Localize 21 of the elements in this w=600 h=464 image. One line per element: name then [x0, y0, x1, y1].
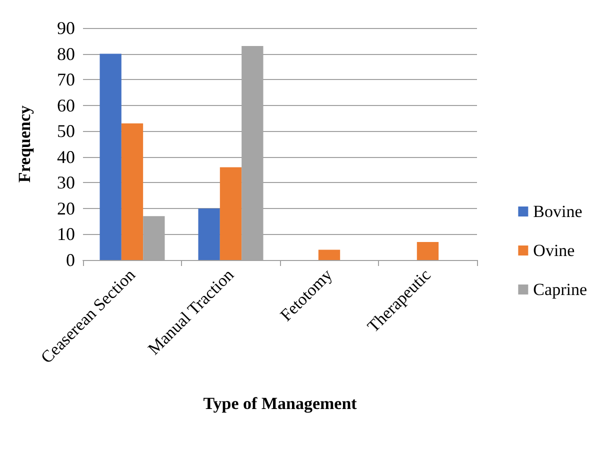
y-tick-label: 30 [57, 172, 75, 193]
y-tick-label: 60 [57, 95, 75, 116]
y-tick-label: 90 [57, 18, 75, 38]
bar [318, 250, 340, 260]
bar [416, 242, 439, 260]
x-axis-title: Type of Management [203, 394, 358, 413]
y-tick-label: 10 [57, 224, 75, 244]
bar [100, 54, 122, 260]
bar [220, 167, 242, 260]
legend-label: Caprine [533, 280, 588, 299]
y-tick-label: 50 [57, 121, 75, 142]
y-tick-label: 20 [57, 198, 75, 218]
y-tick-label: 80 [57, 44, 75, 64]
legend-label: Bovine [533, 202, 582, 221]
y-axis-title: Frequency [15, 104, 34, 183]
y-tick-label: 40 [57, 146, 75, 167]
bar [121, 123, 144, 260]
y-tick-label: 0 [66, 250, 75, 270]
legend-label: Ovine [533, 241, 575, 260]
bar [198, 208, 220, 260]
y-tick-label: 70 [57, 70, 75, 90]
